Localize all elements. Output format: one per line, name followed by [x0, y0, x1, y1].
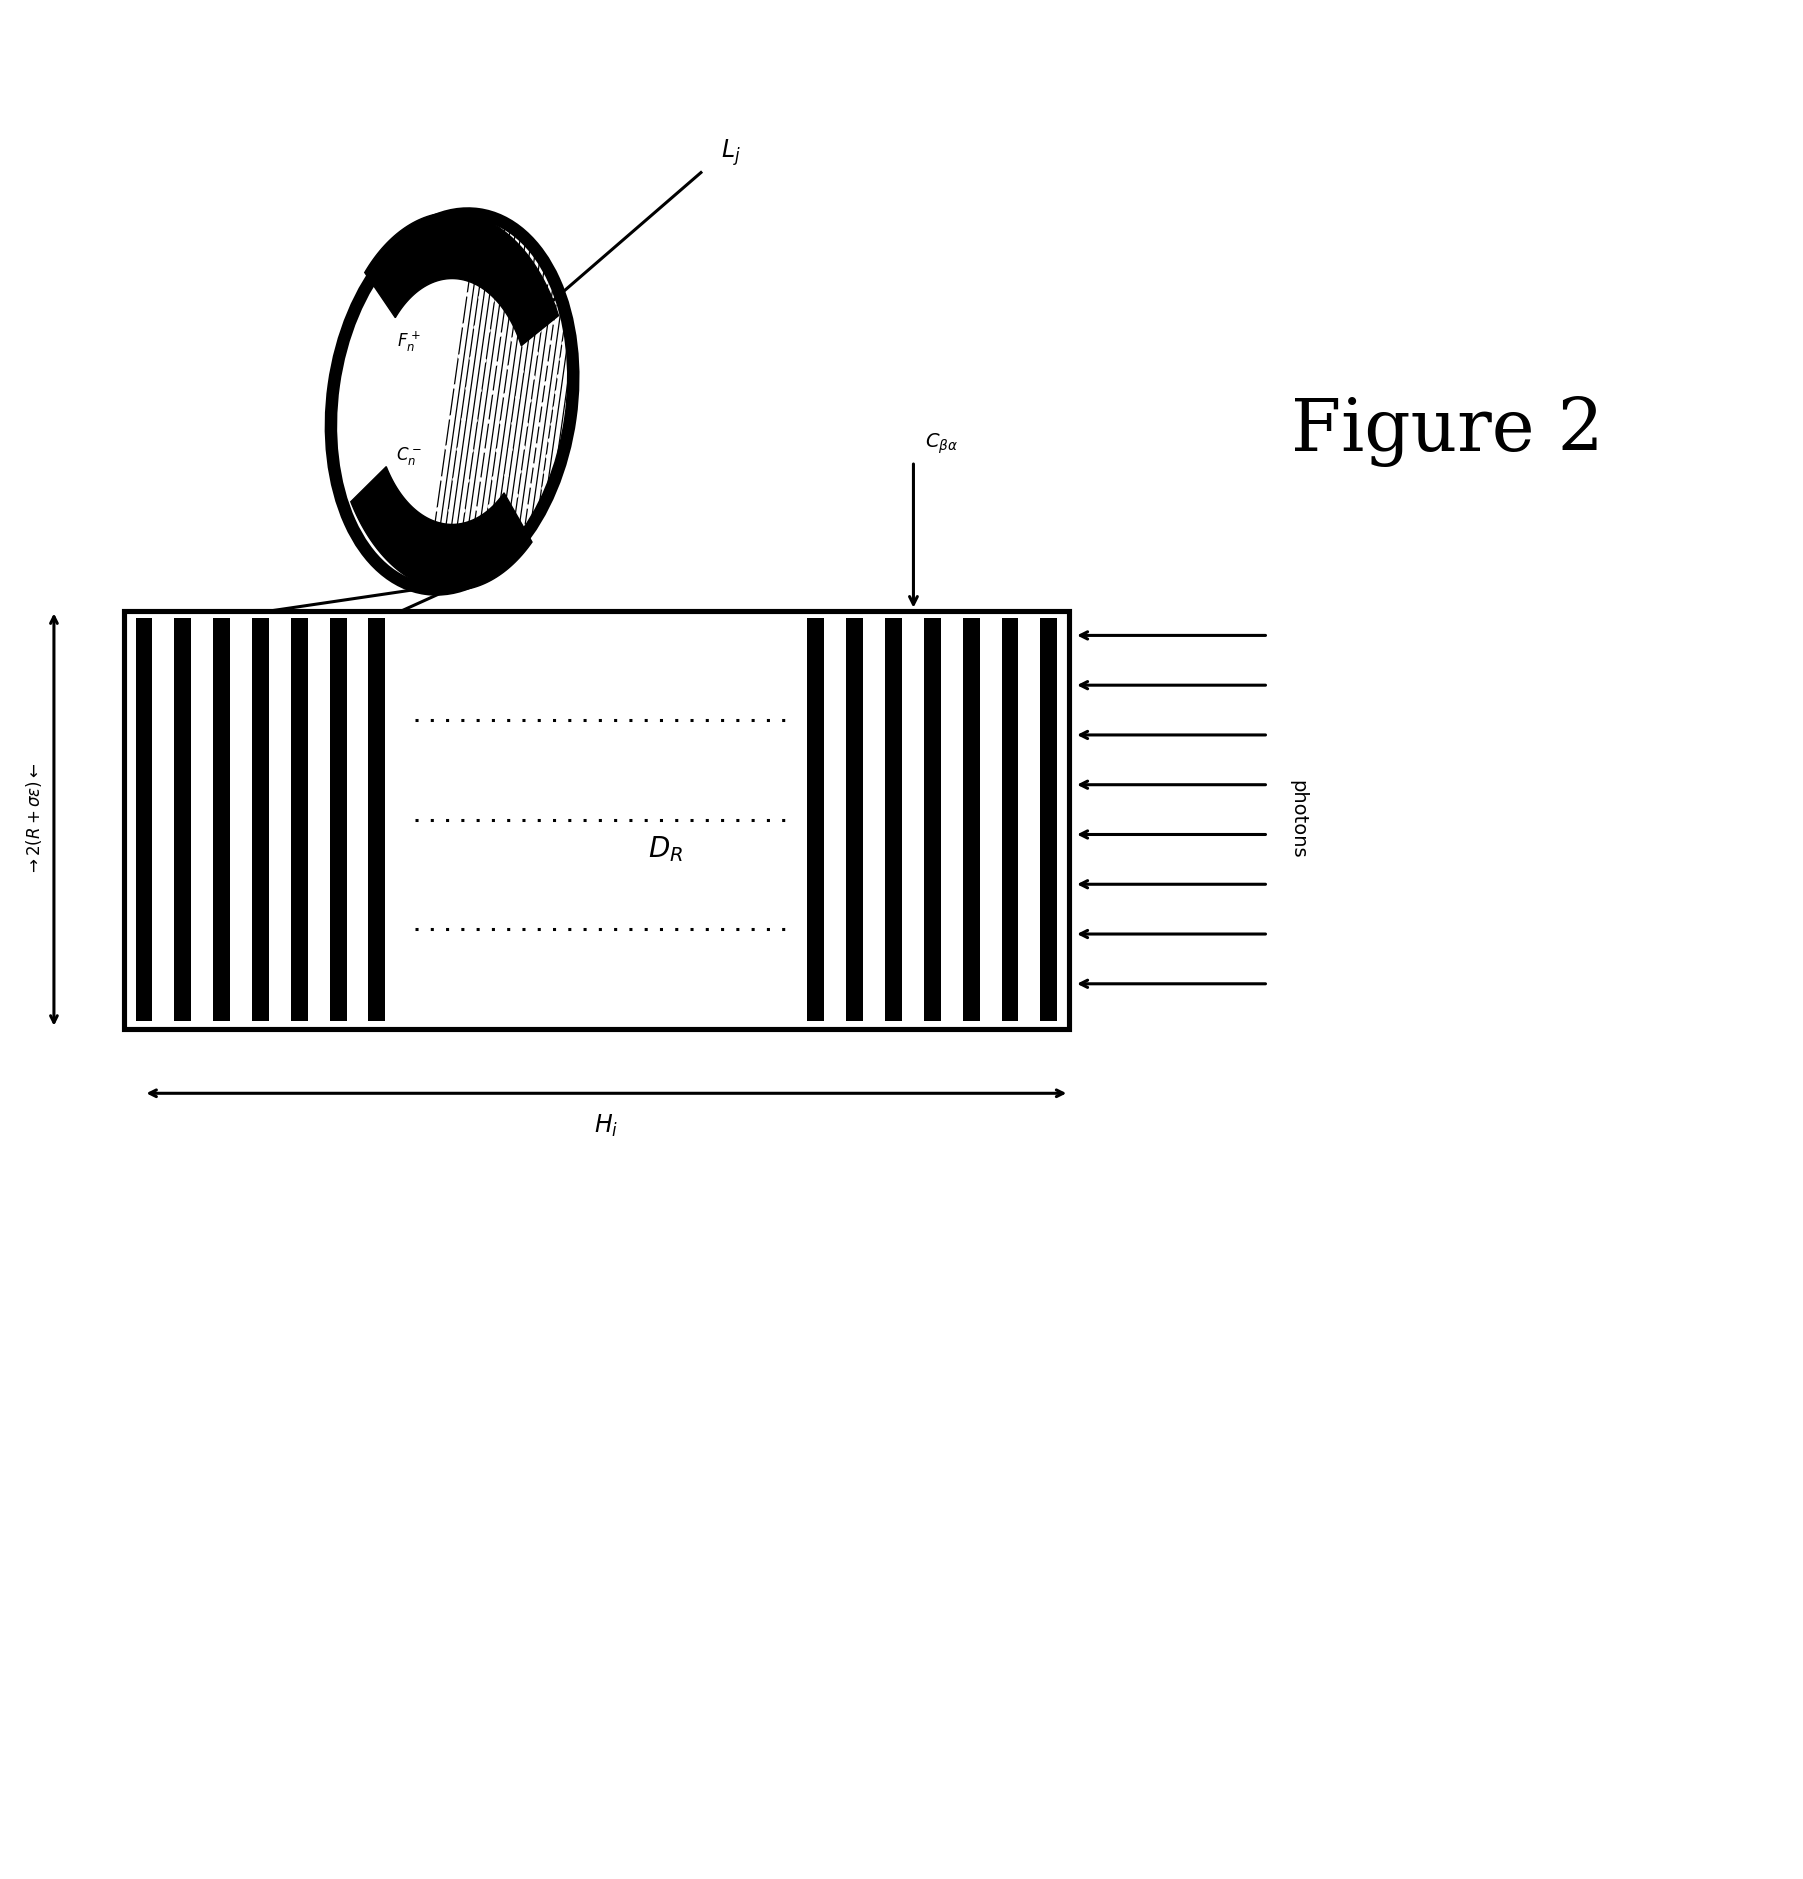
Text: $L_j$: $L_j$: [721, 137, 741, 167]
Text: $C_{\beta\alpha}$: $C_{\beta\alpha}$: [925, 432, 959, 457]
Text: $C_n^-$: $C_n^-$: [397, 445, 422, 468]
Bar: [213, 618, 231, 1020]
Text: Figure 2: Figure 2: [1291, 396, 1605, 466]
Bar: [252, 618, 269, 1020]
Bar: [885, 618, 902, 1020]
Text: $D_R$: $D_R$: [647, 834, 683, 864]
Bar: [808, 618, 824, 1020]
Bar: [846, 618, 864, 1020]
Text: $F_n^+$: $F_n^+$: [397, 329, 420, 353]
Bar: [1040, 618, 1057, 1020]
Bar: [1001, 618, 1019, 1020]
Bar: [330, 618, 346, 1020]
Bar: [963, 618, 979, 1020]
Bar: [124, 611, 1069, 1028]
Bar: [923, 618, 941, 1020]
Bar: [368, 618, 386, 1020]
Text: $H_i$: $H_i$: [595, 1112, 618, 1139]
Text: $\rightarrow 2(R+\sigma\varepsilon)\leftarrow$: $\rightarrow 2(R+\sigma\varepsilon)\left…: [23, 763, 43, 876]
Ellipse shape: [332, 214, 573, 590]
Bar: [135, 618, 153, 1020]
Text: photons: photons: [1287, 780, 1307, 859]
Bar: [290, 618, 308, 1020]
Polygon shape: [352, 466, 532, 590]
Polygon shape: [364, 212, 559, 346]
Bar: [175, 618, 191, 1020]
